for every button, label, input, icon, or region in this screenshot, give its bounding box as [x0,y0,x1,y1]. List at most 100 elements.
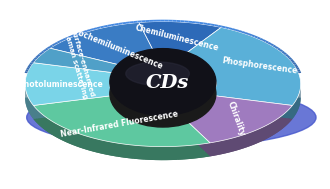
Polygon shape [218,141,221,155]
Polygon shape [54,42,58,45]
Polygon shape [96,26,101,29]
Polygon shape [286,56,291,58]
Polygon shape [145,20,149,22]
Polygon shape [118,101,119,116]
Polygon shape [192,21,196,23]
Polygon shape [177,116,179,130]
Polygon shape [39,53,43,55]
Polygon shape [212,95,213,110]
Polygon shape [242,31,246,34]
Polygon shape [156,117,158,131]
Polygon shape [199,108,200,122]
Polygon shape [221,140,224,154]
Polygon shape [204,105,205,119]
Polygon shape [92,138,97,153]
Polygon shape [100,26,105,28]
Polygon shape [50,22,216,117]
Polygon shape [121,105,123,119]
Polygon shape [107,141,112,156]
Polygon shape [279,117,280,132]
Polygon shape [34,57,38,60]
Polygon shape [186,114,187,128]
Polygon shape [25,64,216,131]
Polygon shape [268,124,270,138]
Polygon shape [123,106,124,120]
Polygon shape [120,104,121,118]
Polygon shape [171,117,173,131]
Polygon shape [225,26,229,29]
Polygon shape [285,112,286,127]
Polygon shape [141,20,146,22]
Polygon shape [142,115,144,129]
Polygon shape [97,139,102,154]
Polygon shape [297,69,300,71]
Polygon shape [167,146,172,160]
Polygon shape [134,145,139,159]
Polygon shape [203,105,204,119]
Text: Chirality: Chirality [225,100,246,137]
Polygon shape [264,126,266,140]
Polygon shape [37,54,41,57]
Polygon shape [110,64,301,131]
Polygon shape [51,121,55,136]
Polygon shape [294,102,295,116]
Polygon shape [201,107,202,121]
Polygon shape [282,114,283,129]
Polygon shape [295,66,299,68]
Polygon shape [210,142,213,156]
Polygon shape [110,64,292,156]
Polygon shape [89,28,94,31]
Polygon shape [267,42,272,45]
Polygon shape [243,134,245,149]
Polygon shape [285,54,289,57]
Polygon shape [40,112,43,128]
Polygon shape [191,112,192,126]
Polygon shape [67,36,72,38]
Polygon shape [158,117,160,131]
Polygon shape [183,146,189,160]
Polygon shape [123,144,128,158]
Polygon shape [114,97,115,112]
Polygon shape [25,51,216,117]
Polygon shape [132,111,134,125]
Polygon shape [235,29,240,32]
Polygon shape [266,125,268,139]
Polygon shape [139,146,145,160]
Polygon shape [46,117,49,132]
Polygon shape [161,147,167,160]
Polygon shape [51,43,56,46]
Polygon shape [130,21,134,23]
Polygon shape [218,25,222,27]
Polygon shape [162,117,164,131]
Polygon shape [203,22,208,25]
Polygon shape [55,123,58,139]
Polygon shape [119,103,120,117]
Polygon shape [110,22,221,117]
Polygon shape [138,113,140,128]
Polygon shape [208,101,209,115]
Polygon shape [207,102,208,116]
Polygon shape [157,20,161,22]
Polygon shape [169,20,173,22]
Polygon shape [73,33,78,36]
Polygon shape [33,48,216,117]
Polygon shape [146,115,148,129]
Polygon shape [70,130,74,146]
Polygon shape [41,51,45,53]
Polygon shape [126,22,130,24]
Polygon shape [117,143,123,157]
Polygon shape [80,31,84,34]
Polygon shape [295,101,296,115]
Polygon shape [28,64,32,66]
Text: Chemiluminescence: Chemiluminescence [134,23,220,53]
Polygon shape [211,24,215,26]
Polygon shape [153,20,157,22]
Polygon shape [129,110,130,124]
Polygon shape [196,109,197,123]
Polygon shape [115,99,116,114]
Polygon shape [33,105,35,121]
Polygon shape [187,113,188,127]
Polygon shape [35,108,38,124]
Polygon shape [184,20,188,23]
Polygon shape [24,71,28,73]
